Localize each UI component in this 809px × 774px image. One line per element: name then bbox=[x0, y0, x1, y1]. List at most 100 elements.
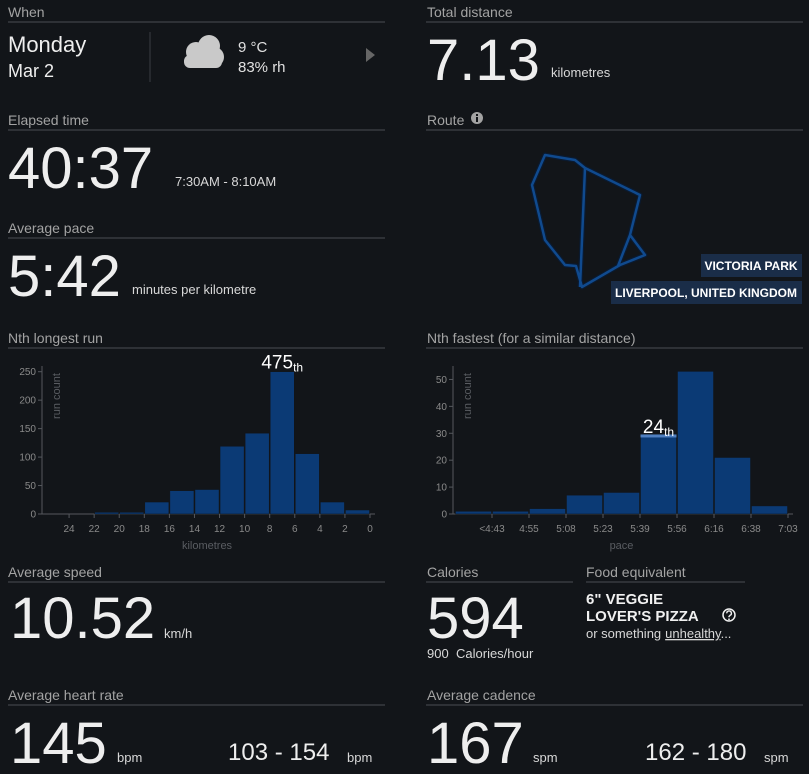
bar bbox=[244, 432, 270, 515]
section-header: Food equivalent bbox=[586, 564, 686, 580]
location-name: LIVERPOOL, UNITED KINGDOM bbox=[615, 286, 797, 300]
x-tick-label: 18 bbox=[139, 524, 151, 535]
y-tick-label: 250 bbox=[19, 367, 36, 378]
next-arrow[interactable] bbox=[366, 48, 375, 62]
x-tick-label: 5:23 bbox=[593, 524, 613, 535]
x-tick-label: 6:38 bbox=[741, 524, 761, 535]
bar bbox=[320, 501, 345, 515]
y-axis-label: run count bbox=[462, 373, 474, 419]
distance-unit: kilometres bbox=[551, 65, 611, 80]
help-icon[interactable] bbox=[722, 608, 736, 622]
section-header: Nth fastest (for a similar distance) bbox=[427, 330, 636, 346]
bar bbox=[295, 453, 320, 515]
x-tick-label: 14 bbox=[189, 524, 201, 535]
heart-rate-range: 103 - 154 bbox=[228, 739, 329, 766]
humidity: 83% rh bbox=[238, 59, 286, 76]
food-note-suffix: ... bbox=[721, 626, 732, 641]
section-header: Average speed bbox=[8, 564, 102, 580]
bar bbox=[677, 371, 714, 515]
pace-value: 5:42 bbox=[8, 244, 121, 309]
bar bbox=[640, 435, 677, 515]
heart-rate-range-unit: bpm bbox=[347, 750, 372, 765]
x-tick-label: 22 bbox=[89, 524, 101, 535]
food-note-prefix: or something bbox=[586, 626, 661, 641]
park-name: VICTORIA PARK bbox=[704, 259, 797, 273]
rank-number: 24 bbox=[643, 417, 665, 438]
info-icon[interactable] bbox=[471, 112, 483, 124]
section-header: Route bbox=[427, 112, 465, 128]
bar bbox=[194, 489, 220, 515]
y-tick-label: 100 bbox=[19, 453, 36, 464]
x-tick-label: 5:08 bbox=[556, 524, 576, 535]
x-tick-label: 6:16 bbox=[704, 524, 724, 535]
bar bbox=[714, 457, 751, 515]
bar bbox=[144, 501, 170, 515]
y-tick-label: 50 bbox=[436, 375, 448, 386]
food-name: 6" VEGGIE bbox=[586, 591, 663, 608]
bar bbox=[603, 492, 640, 515]
cadence-range: 162 - 180 bbox=[645, 739, 746, 766]
section-header: Elapsed time bbox=[8, 112, 89, 128]
x-tick-label: 0 bbox=[367, 524, 373, 535]
x-tick-label: 20 bbox=[114, 524, 126, 535]
bar bbox=[566, 494, 603, 515]
x-tick-label: 4 bbox=[317, 524, 323, 535]
date: Mar 2 bbox=[8, 61, 54, 81]
elapsed-value: 40:37 bbox=[8, 136, 153, 201]
section-header: When bbox=[8, 4, 45, 20]
cadence-value: 167 bbox=[427, 711, 524, 774]
y-tick-label: 0 bbox=[30, 510, 36, 521]
section-header: Calories bbox=[427, 564, 478, 580]
temperature: 9 °C bbox=[238, 39, 268, 56]
section-header: Total distance bbox=[427, 4, 513, 20]
route-map bbox=[529, 152, 648, 290]
place-tag bbox=[701, 254, 802, 277]
bar bbox=[455, 511, 492, 515]
section-header: Average cadence bbox=[427, 687, 536, 703]
bar bbox=[269, 371, 295, 515]
distance-value: 7.13 bbox=[427, 28, 540, 93]
x-tick-label: 16 bbox=[164, 524, 176, 535]
bar bbox=[94, 512, 119, 515]
cadence-range-unit: spm bbox=[764, 750, 789, 765]
bar bbox=[169, 490, 195, 515]
y-tick-label: 40 bbox=[436, 402, 448, 413]
x-tick-label: 10 bbox=[239, 524, 251, 535]
x-tick-label: 5:39 bbox=[630, 524, 650, 535]
x-tick-label: 4:55 bbox=[519, 524, 539, 535]
calories-rate: 900 bbox=[427, 646, 449, 661]
time-range: 7:30AM - 8:10AM bbox=[175, 174, 276, 189]
bar bbox=[751, 505, 788, 515]
x-tick-label: 12 bbox=[214, 524, 226, 535]
x-tick-label: 8 bbox=[267, 524, 273, 535]
y-tick-label: 50 bbox=[25, 481, 37, 492]
rank-annotation: 24th bbox=[643, 417, 674, 439]
speed-unit: km/h bbox=[164, 626, 192, 641]
food-link[interactable]: unhealthy bbox=[665, 626, 722, 641]
x-tick-label: 2 bbox=[342, 524, 348, 535]
day: Monday bbox=[8, 32, 86, 57]
pace-unit: minutes per kilometre bbox=[132, 282, 256, 297]
heart-rate-unit: bpm bbox=[117, 750, 142, 765]
cloud-icon bbox=[184, 35, 224, 68]
x-axis-label: kilometres bbox=[182, 540, 233, 552]
rank-suffix: th bbox=[664, 425, 674, 439]
x-tick-label: 7:03 bbox=[778, 524, 798, 535]
x-tick-label: 24 bbox=[64, 524, 76, 535]
y-tick-label: 10 bbox=[436, 483, 448, 494]
bar bbox=[529, 508, 566, 515]
bar bbox=[119, 512, 145, 515]
bar bbox=[219, 446, 245, 515]
x-tick-label: 6 bbox=[292, 524, 298, 535]
calories-value: 594 bbox=[427, 586, 524, 651]
x-axis-label: pace bbox=[610, 540, 634, 552]
section-header: Average pace bbox=[8, 220, 94, 236]
food-note: or something unhealthy... bbox=[586, 626, 731, 641]
section-header: Nth longest run bbox=[8, 330, 103, 346]
calories-rate-unit: Calories/hour bbox=[456, 646, 534, 661]
food-name: LOVER'S PIZZA bbox=[586, 608, 699, 625]
place-tag bbox=[611, 281, 802, 304]
y-axis-label: run count bbox=[51, 373, 63, 419]
